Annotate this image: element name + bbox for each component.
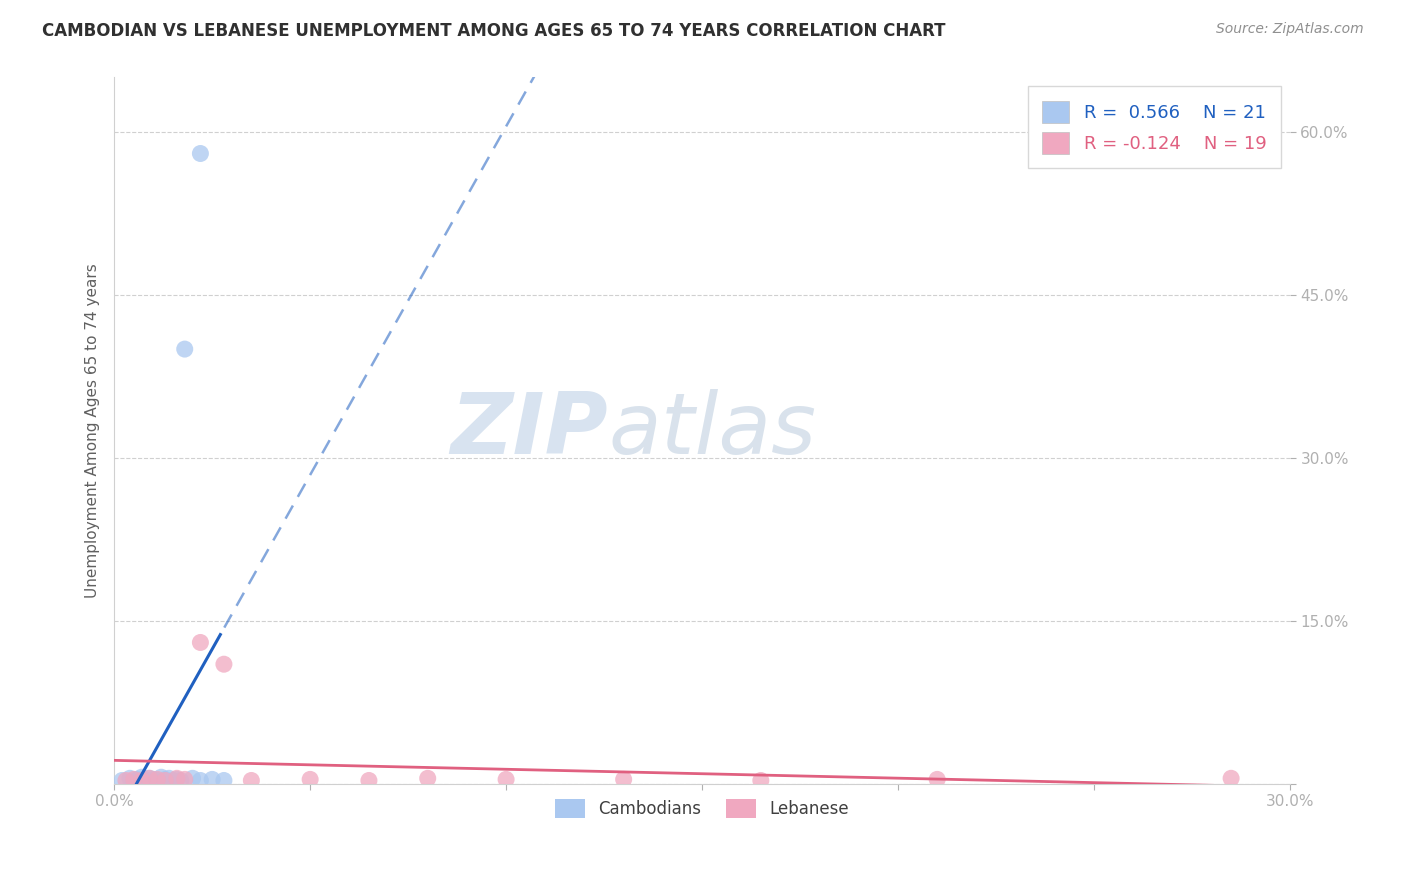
Point (190, 146, 212, 161)
Point (111, 773, 134, 788)
Point (146, 773, 169, 788)
Point (212, 773, 235, 788)
Point (927, 772, 949, 787)
Point (146, 772, 169, 787)
Point (173, 772, 195, 787)
Legend: Cambodians, Lebanese: Cambodians, Lebanese (548, 792, 856, 825)
Point (181, 772, 204, 786)
Point (153, 772, 176, 787)
Point (613, 772, 636, 787)
Point (138, 772, 160, 786)
Point (122, 774, 145, 789)
Point (170, 773, 193, 788)
Point (142, 772, 165, 787)
Point (173, 342, 195, 356)
Point (166, 772, 188, 787)
Point (115, 773, 138, 788)
Text: CAMBODIAN VS LEBANESE UNEMPLOYMENT AMONG AGES 65 TO 74 YEARS CORRELATION CHART: CAMBODIAN VS LEBANESE UNEMPLOYMENT AMONG… (42, 22, 946, 40)
Point (190, 773, 212, 788)
Point (153, 773, 176, 788)
Point (416, 772, 439, 786)
Point (157, 772, 180, 786)
Point (357, 773, 380, 788)
Text: atlas: atlas (607, 389, 815, 472)
Point (201, 772, 224, 787)
Point (299, 772, 322, 787)
Point (162, 773, 184, 788)
Point (131, 773, 153, 788)
Text: Source: ZipAtlas.com: Source: ZipAtlas.com (1216, 22, 1364, 37)
Point (1220, 772, 1243, 786)
Point (122, 772, 145, 787)
Point (190, 635, 212, 649)
Y-axis label: Unemployment Among Ages 65 to 74 years: Unemployment Among Ages 65 to 74 years (86, 263, 100, 598)
Point (135, 773, 157, 788)
Point (749, 773, 772, 788)
Point (240, 773, 263, 788)
Point (150, 770, 173, 784)
Point (131, 770, 153, 784)
Text: ZIP: ZIP (450, 389, 607, 472)
Point (212, 657, 235, 672)
Point (118, 772, 141, 786)
Point (127, 772, 149, 787)
Point (166, 772, 188, 786)
Point (495, 772, 517, 787)
Point (138, 772, 160, 786)
